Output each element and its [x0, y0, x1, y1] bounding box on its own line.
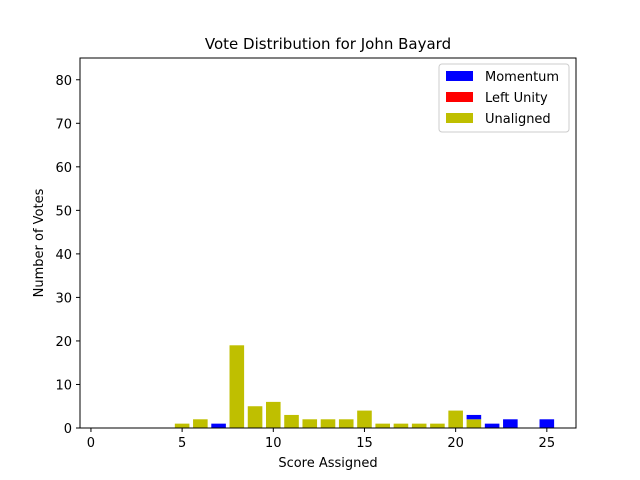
- y-tick-label: 80: [55, 74, 72, 89]
- chart-title: Vote Distribution for John Bayard: [205, 35, 451, 53]
- x-axis-label: Score Assigned: [278, 456, 377, 471]
- legend: Momentum Left Unity Unaligned: [438, 63, 570, 133]
- bar-unaligned-13: [320, 419, 336, 428]
- bar-momentum-21: [466, 414, 482, 420]
- y-axis-ticks: 0 10 20 30 40 50 60 70 80: [55, 74, 80, 437]
- bar-unaligned-5: [174, 423, 190, 428]
- bar-unaligned-18: [411, 423, 427, 428]
- x-tick-label: 25: [539, 436, 556, 451]
- bars-group: [174, 345, 555, 428]
- bar-momentum-23: [503, 419, 518, 428]
- y-tick-label: 20: [55, 335, 72, 350]
- legend-swatch-unaligned: [446, 113, 473, 123]
- bar-momentum-25: [539, 419, 555, 428]
- bar-momentum-7: [211, 423, 226, 428]
- bar-unaligned-9: [247, 406, 263, 428]
- bar-momentum-22: [484, 423, 500, 428]
- plot-frame: [79, 57, 577, 429]
- bar-unaligned-20: [448, 410, 463, 428]
- bar-unaligned-11: [284, 414, 299, 428]
- y-tick-label: 30: [55, 291, 72, 306]
- legend-swatch-left-unity: [446, 92, 473, 102]
- legend-swatch-momentum: [446, 71, 473, 81]
- legend-label-left-unity: Left Unity: [485, 91, 548, 106]
- y-tick-label: 10: [55, 378, 72, 393]
- bar-unaligned-15: [357, 410, 372, 428]
- bar-unaligned-12: [302, 419, 318, 428]
- x-tick-label: 0: [87, 436, 95, 451]
- x-axis-ticks: 0 5 10 15 20 25: [87, 428, 555, 451]
- bar-unaligned-10: [266, 401, 281, 428]
- bar-unaligned-19: [430, 423, 445, 428]
- bar-unaligned-8: [229, 345, 245, 428]
- bar-unaligned-21: [466, 419, 482, 428]
- x-tick-label: 5: [178, 436, 186, 451]
- legend-label-unaligned: Unaligned: [485, 112, 551, 127]
- y-tick-label: 60: [55, 161, 72, 176]
- bar-unaligned-16: [375, 423, 390, 428]
- y-tick-label: 40: [55, 248, 72, 263]
- y-axis-label: Number of Votes: [32, 188, 47, 297]
- bar-unaligned-14: [338, 419, 354, 428]
- legend-label-momentum: Momentum: [485, 70, 559, 85]
- x-tick-label: 10: [265, 436, 282, 451]
- y-tick-label: 50: [55, 204, 72, 219]
- bar-unaligned-6: [193, 419, 208, 428]
- bar-unaligned-17: [393, 423, 409, 428]
- x-tick-label: 20: [447, 436, 464, 451]
- y-tick-label: 0: [64, 422, 72, 437]
- x-tick-label: 15: [356, 436, 373, 451]
- y-tick-label: 70: [55, 117, 72, 132]
